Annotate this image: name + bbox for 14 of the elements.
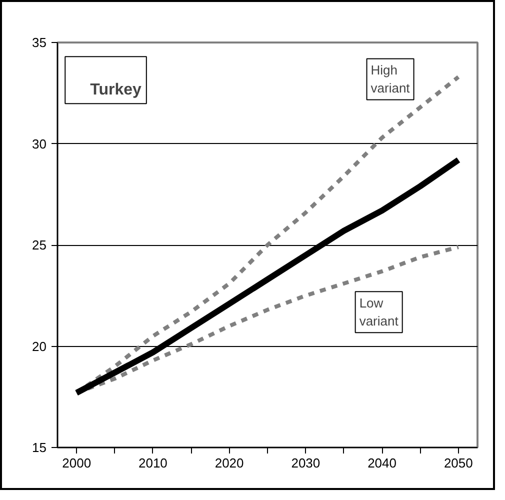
x-tick-label: 2020 (214, 456, 244, 470)
x-tick-label: 2050 (444, 456, 473, 470)
x-tick-label: 2030 (291, 456, 320, 470)
y-tick-label: 20 (32, 338, 47, 354)
x-tick-label: 2000 (62, 456, 92, 470)
y-tick-label: 30 (32, 136, 47, 152)
text: Turkey (90, 82, 142, 99)
series-label: High variant (370, 62, 410, 96)
x-tick-label: 2040 (368, 456, 397, 470)
x-tick-label: 2010 (138, 456, 168, 470)
y-tick-label: 15 (32, 440, 47, 455)
series-label: Low variant (359, 296, 399, 329)
y-tick-label: 35 (32, 35, 47, 50)
y-tick-label: 25 (32, 238, 47, 252)
